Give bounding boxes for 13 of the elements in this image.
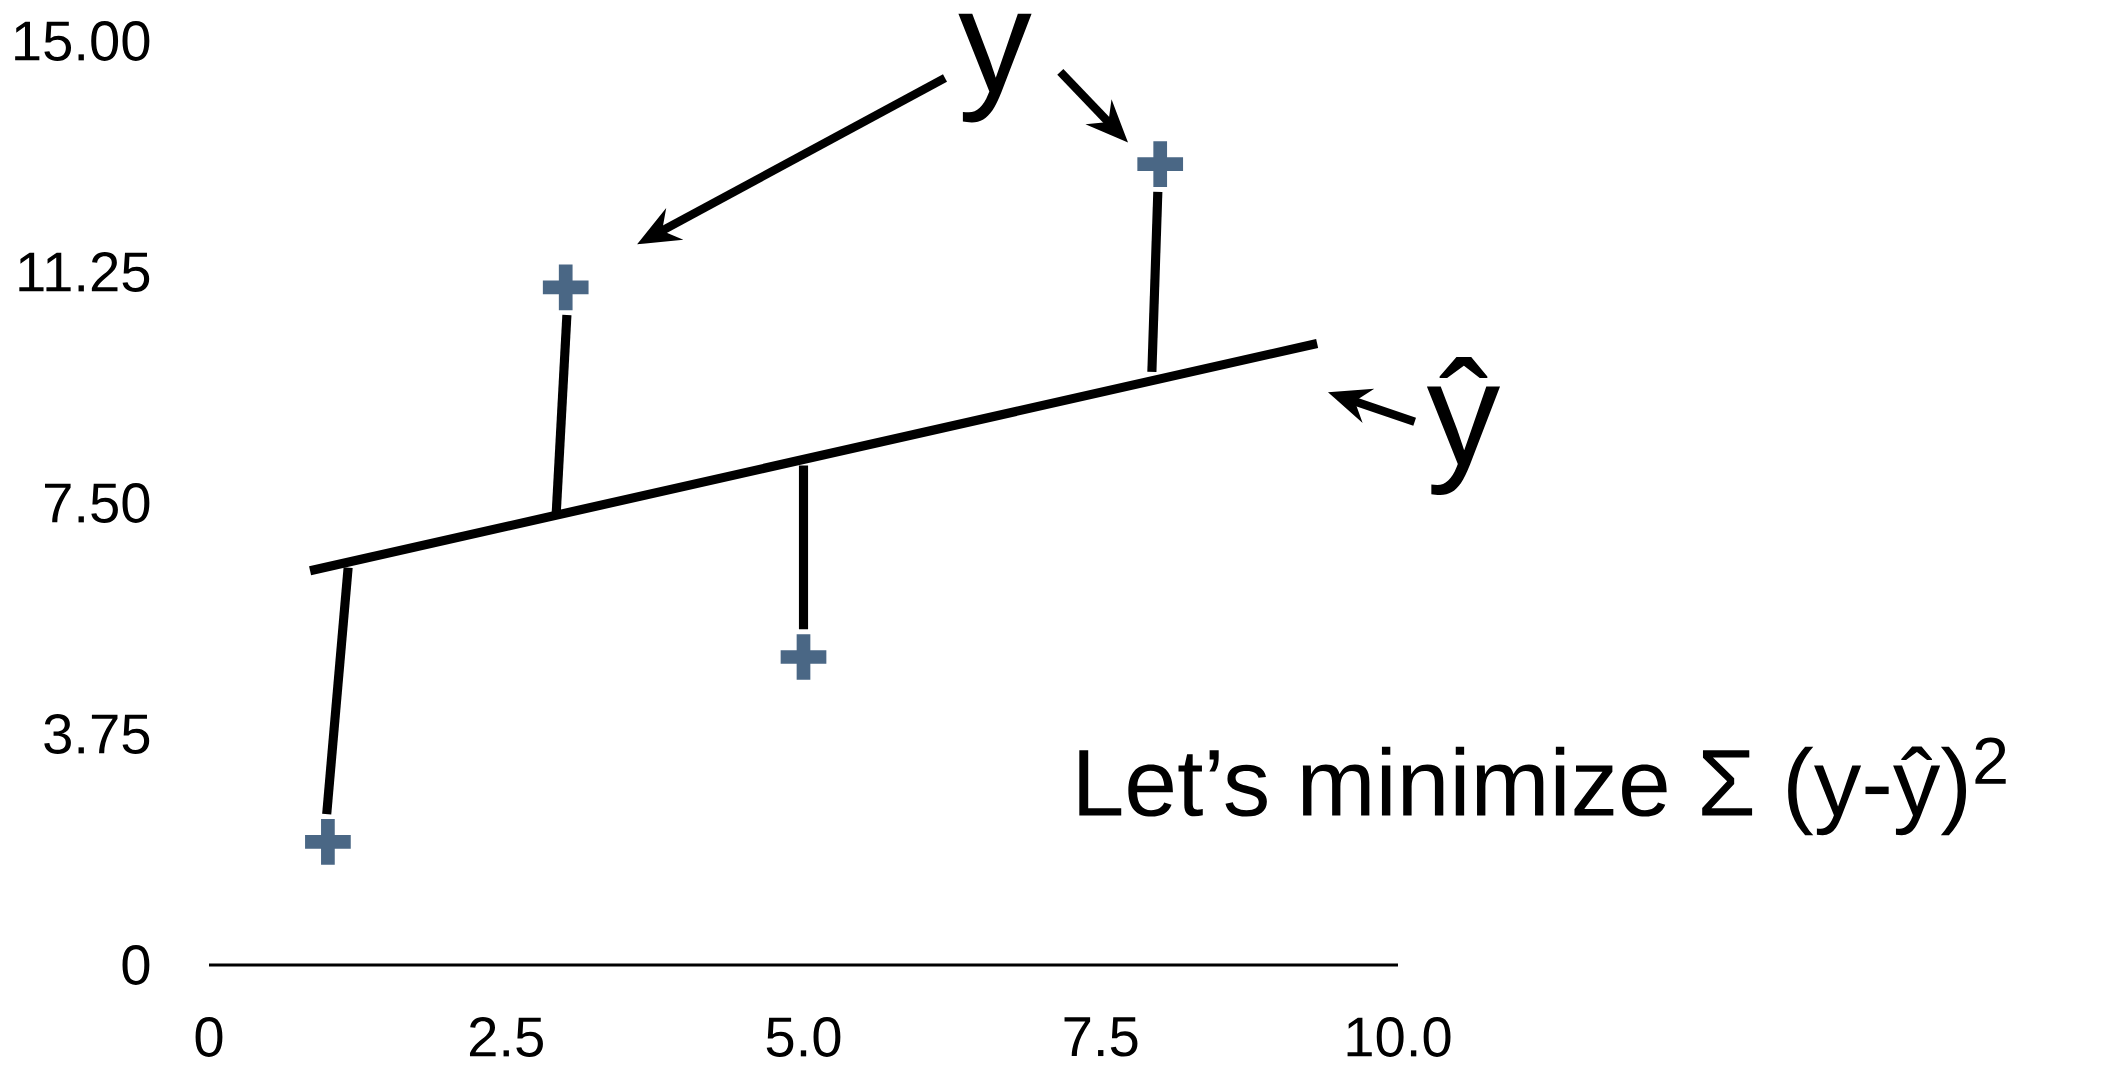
x-tick-label: 7.5 xyxy=(1064,1017,1138,1057)
y-tick-label: 11.25 xyxy=(19,252,150,292)
x-tick-label: 10.0 xyxy=(1347,1017,1451,1057)
y-tick-label: 3.75 xyxy=(44,714,150,754)
text: ŷ xyxy=(1426,356,1501,496)
y-tick-label: 0 xyxy=(122,945,150,985)
x-tick-label: 0 xyxy=(195,1017,223,1057)
y-tick-label: 15.00 xyxy=(15,21,150,61)
x-tick-label: 5.0 xyxy=(766,1017,841,1057)
annotation: Let’s minimize Σ (y-ŷ)$^{2}$ xyxy=(1079,737,2006,836)
x-tick-label: 2.5 xyxy=(469,1017,543,1057)
annotation: y xyxy=(958,13,1032,123)
y-tick-label: 7.50 xyxy=(45,483,150,523)
